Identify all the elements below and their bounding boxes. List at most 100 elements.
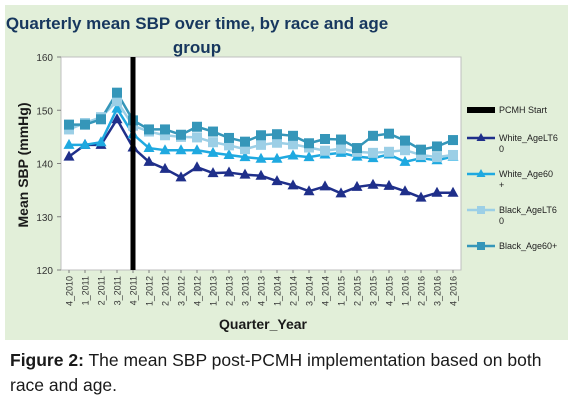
- data-point: [287, 149, 299, 160]
- x-tick-label: 3_2011: [113, 276, 123, 305]
- data-point: [336, 134, 346, 145]
- data-point: [143, 155, 155, 166]
- data-point: [432, 141, 442, 152]
- data-point: [287, 179, 299, 190]
- x-tick-label: 1_2012: [145, 276, 155, 306]
- data-point: [320, 145, 330, 156]
- x-tick-label: 1_2011: [81, 276, 91, 305]
- x-tick-label: 2_2015: [353, 276, 363, 306]
- x-axis-label: Quarter_Year: [219, 316, 307, 332]
- x-tick-label: 3_2014: [305, 276, 315, 306]
- data-point: [207, 167, 219, 178]
- data-point: [96, 114, 106, 125]
- data-point: [143, 142, 155, 153]
- data-point: [64, 119, 74, 130]
- data-point: [175, 171, 187, 182]
- pcmh-start-line: [130, 57, 136, 270]
- y-axis-label: Mean SBP (mmHg): [15, 103, 31, 228]
- legend-swatch-marker: [476, 133, 486, 141]
- x-tick-label: 3_2016: [433, 276, 443, 306]
- chart-title-line-2: group: [173, 38, 221, 57]
- data-point: [271, 152, 283, 163]
- data-point: [192, 132, 202, 143]
- data-point: [176, 129, 186, 140]
- data-point: [320, 134, 330, 145]
- x-tick-label: 3_2012: [177, 276, 187, 306]
- x-tick-label: 4_2013: [257, 276, 267, 306]
- data-point: [112, 96, 122, 107]
- data-point: [272, 129, 282, 140]
- x-tick-label: 4_2016: [449, 276, 459, 306]
- y-tick-label: 150: [36, 106, 53, 117]
- data-point: [207, 146, 219, 157]
- data-point: [304, 138, 314, 149]
- data-point: [303, 151, 315, 162]
- data-point: [160, 130, 170, 141]
- data-point: [111, 113, 123, 124]
- y-tick-label: 120: [36, 266, 53, 277]
- data-point: [223, 148, 235, 159]
- data-point: [224, 132, 234, 143]
- data-point: [111, 102, 123, 113]
- x-tick-label: 2_2012: [161, 276, 171, 306]
- x-tick-label: 4_2014: [321, 276, 331, 306]
- data-point: [319, 180, 331, 191]
- data-point: [415, 191, 427, 202]
- legend-swatch-marker: [477, 242, 485, 250]
- data-point: [80, 119, 90, 130]
- data-point: [79, 138, 91, 149]
- data-point: [63, 150, 75, 161]
- data-point: [288, 139, 298, 150]
- data-point: [335, 187, 347, 198]
- line-chart: Quarterly mean SBP over time, by race an…: [6, 14, 558, 332]
- data-point: [224, 140, 234, 151]
- data-point: [400, 135, 410, 146]
- x-tick-label: 1_2014: [273, 276, 283, 306]
- data-point: [256, 139, 266, 150]
- legend-swatch-pcmh: [467, 107, 495, 113]
- data-point: [383, 179, 395, 190]
- data-point: [288, 130, 298, 141]
- legend-swatch-marker: [476, 169, 486, 177]
- data-point: [400, 145, 410, 156]
- data-point: [159, 162, 171, 173]
- legend-label: 0: [499, 216, 504, 226]
- legend-swatch-marker: [477, 206, 485, 214]
- data-point: [448, 135, 458, 146]
- legend: PCMH Start White_AgeLT6 0 White_Age60+ Black…: [467, 105, 558, 251]
- data-point: [191, 144, 203, 155]
- legend-label-pcmh: PCMH Start: [499, 105, 548, 115]
- figure-caption: Figure 2: The mean SBP post-PCMH impleme…: [10, 348, 570, 398]
- x-tick-label: 3_2013: [241, 276, 251, 306]
- data-point: [255, 152, 267, 163]
- data-point: [399, 185, 411, 196]
- plot-area: [60, 56, 462, 271]
- data-point: [336, 143, 346, 154]
- x-tick-label: 2_2014: [289, 276, 299, 306]
- data-point: [240, 144, 250, 155]
- y-tick-label: 160: [36, 53, 53, 64]
- legend-label: Black_AgeLT6: [499, 205, 557, 215]
- x-tick-label: 2_2016: [417, 276, 427, 306]
- legend-label: White_Age60: [499, 169, 553, 179]
- data-point: [271, 175, 283, 186]
- caption-text: The mean SBP post-PCMH implementation ba…: [10, 350, 542, 395]
- data-point: [191, 161, 203, 172]
- x-tick-label: 4_2010: [65, 276, 75, 306]
- data-point: [303, 185, 315, 196]
- caption-label: Figure 2:: [10, 350, 84, 370]
- data-point: [159, 144, 171, 155]
- x-tick-label: 2_2013: [225, 276, 235, 306]
- y-tick-label: 140: [36, 160, 53, 171]
- data-point: [272, 137, 282, 148]
- legend-label: +: [499, 180, 504, 190]
- data-point: [352, 143, 362, 154]
- data-point: [175, 144, 187, 155]
- data-point: [223, 166, 235, 177]
- legend-label: White_AgeLT6: [499, 133, 558, 143]
- data-point: [112, 87, 122, 98]
- x-tick-label: 4_2011: [129, 276, 139, 305]
- data-point: [384, 146, 394, 157]
- chart-panel: Quarterly mean SBP over time, by race an…: [5, 5, 568, 340]
- x-tick-label: 4_2012: [193, 276, 203, 306]
